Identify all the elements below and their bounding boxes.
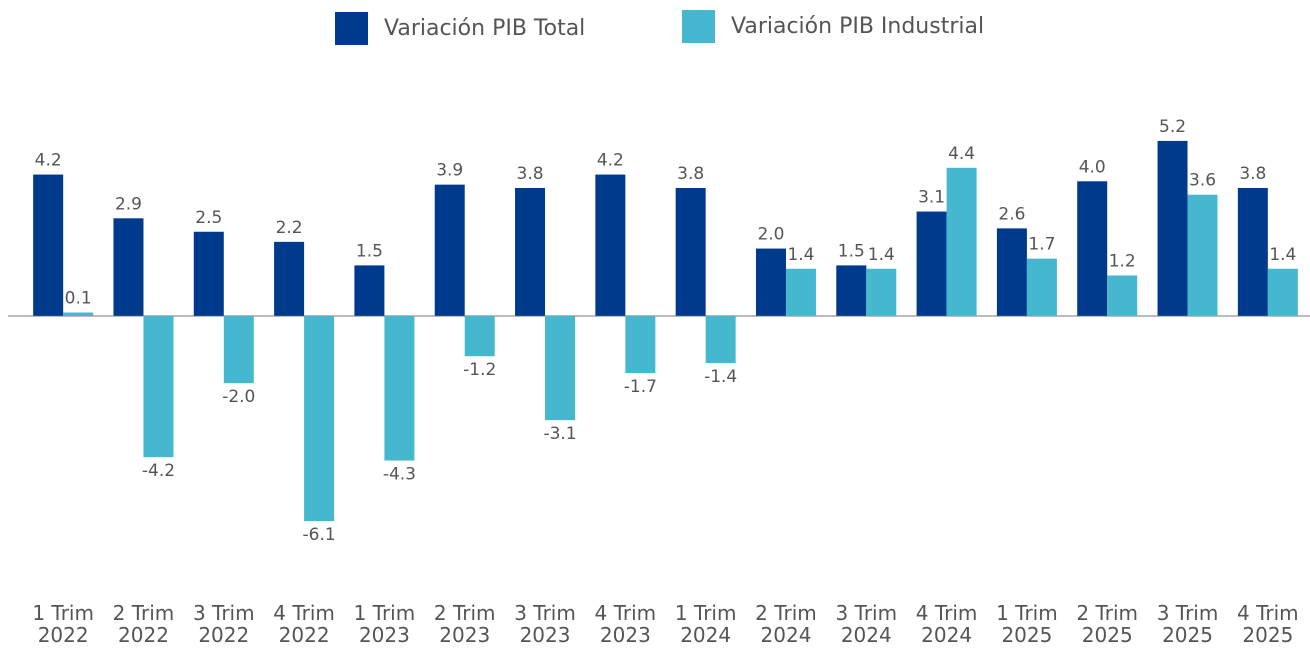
x-tick-label: 4 Trim 2023 [594,601,657,647]
bar [1026,258,1057,316]
x-tick-label: 4 Trim 2024 [915,601,978,647]
x-tick-label: 4 Trim 2025 [1237,601,1299,647]
bar [946,167,977,316]
x-tick-label: 3 Trim 2024 [835,601,898,647]
x-tick-label: 1 Trim 2023 [353,601,416,647]
value-label: -6.1 [303,525,336,545]
value-label: 3.6 [1189,171,1216,191]
value-label: 3.8 [517,164,544,184]
legend-swatch [682,10,715,43]
value-label: 3.8 [677,164,704,184]
value-label: 0.1 [65,288,92,308]
bar [755,248,786,316]
x-tick-label: 2 Trim 2022 [112,601,175,647]
bar [625,315,656,374]
bar [384,315,415,461]
value-label: 4.2 [35,151,62,171]
value-label: 2.2 [276,218,303,238]
bar [1267,268,1298,316]
value-label: -1.4 [704,367,737,387]
bar [785,268,816,316]
bar [545,315,576,421]
bar [996,228,1027,316]
x-tick-label: 2 Trim 2025 [1076,601,1139,647]
value-label: 2.0 [757,225,784,245]
value-label: -3.1 [543,424,576,444]
value-label: -4.2 [142,461,175,481]
x-tick-label: 2 Trim 2024 [755,601,817,647]
bar [916,211,947,316]
bar [866,268,897,316]
x-tick-label: 3 Trim 2025 [1156,601,1219,647]
value-label: -2.0 [222,387,255,407]
bar [113,218,144,316]
value-label: 1.4 [1269,245,1296,265]
bar [193,231,224,316]
bar [1187,194,1218,316]
bar [515,188,546,316]
value-label: 1.5 [838,241,865,261]
bar [434,184,465,316]
value-label: 4.4 [948,144,975,164]
bar [354,265,385,316]
bar [304,315,335,522]
bar [675,188,706,316]
bar [63,312,94,316]
value-label: 3.8 [1239,164,1266,184]
value-label: 1.7 [1028,235,1055,255]
value-label: -1.7 [624,377,657,397]
bar [1077,181,1108,316]
value-label: 4.0 [1079,157,1106,177]
legend-swatch [335,12,368,45]
bar [464,315,495,357]
value-label: -1.2 [463,360,496,380]
bar [143,315,174,458]
x-tick-label: 1 Trim 2024 [674,601,737,647]
value-label: 2.6 [998,204,1025,224]
value-label: 3.9 [436,161,463,181]
legend-label: Variación PIB Total [384,16,585,41]
value-label: 5.2 [1159,117,1186,137]
x-tick-label: 1 Trim 2025 [996,601,1058,647]
x-tick-label: 4 Trim 2022 [273,601,335,647]
x-tick-label: 3 Trim 2022 [192,601,255,647]
bar [223,315,254,384]
bar [705,315,736,363]
bar [836,265,867,316]
value-label: 3.1 [918,188,945,208]
bar [33,174,64,316]
x-tick-label: 2 Trim 2023 [433,601,496,647]
value-label: 2.5 [195,208,222,228]
bar [274,241,305,316]
value-label: 1.4 [868,245,895,265]
bar [1237,188,1268,316]
value-label: 1.4 [787,245,814,265]
value-label: 2.9 [115,194,142,214]
bar [1107,275,1138,316]
value-label: 1.2 [1109,251,1136,271]
value-label: 4.2 [597,151,624,171]
bar [595,174,626,316]
value-label: 1.5 [356,241,383,261]
value-label: -4.3 [383,465,416,485]
legend-label: Variación PIB Industrial [731,14,984,39]
x-tick-label: 1 Trim 2022 [32,601,94,647]
bar [1157,140,1188,316]
x-tick-label: 3 Trim 2023 [514,601,576,647]
